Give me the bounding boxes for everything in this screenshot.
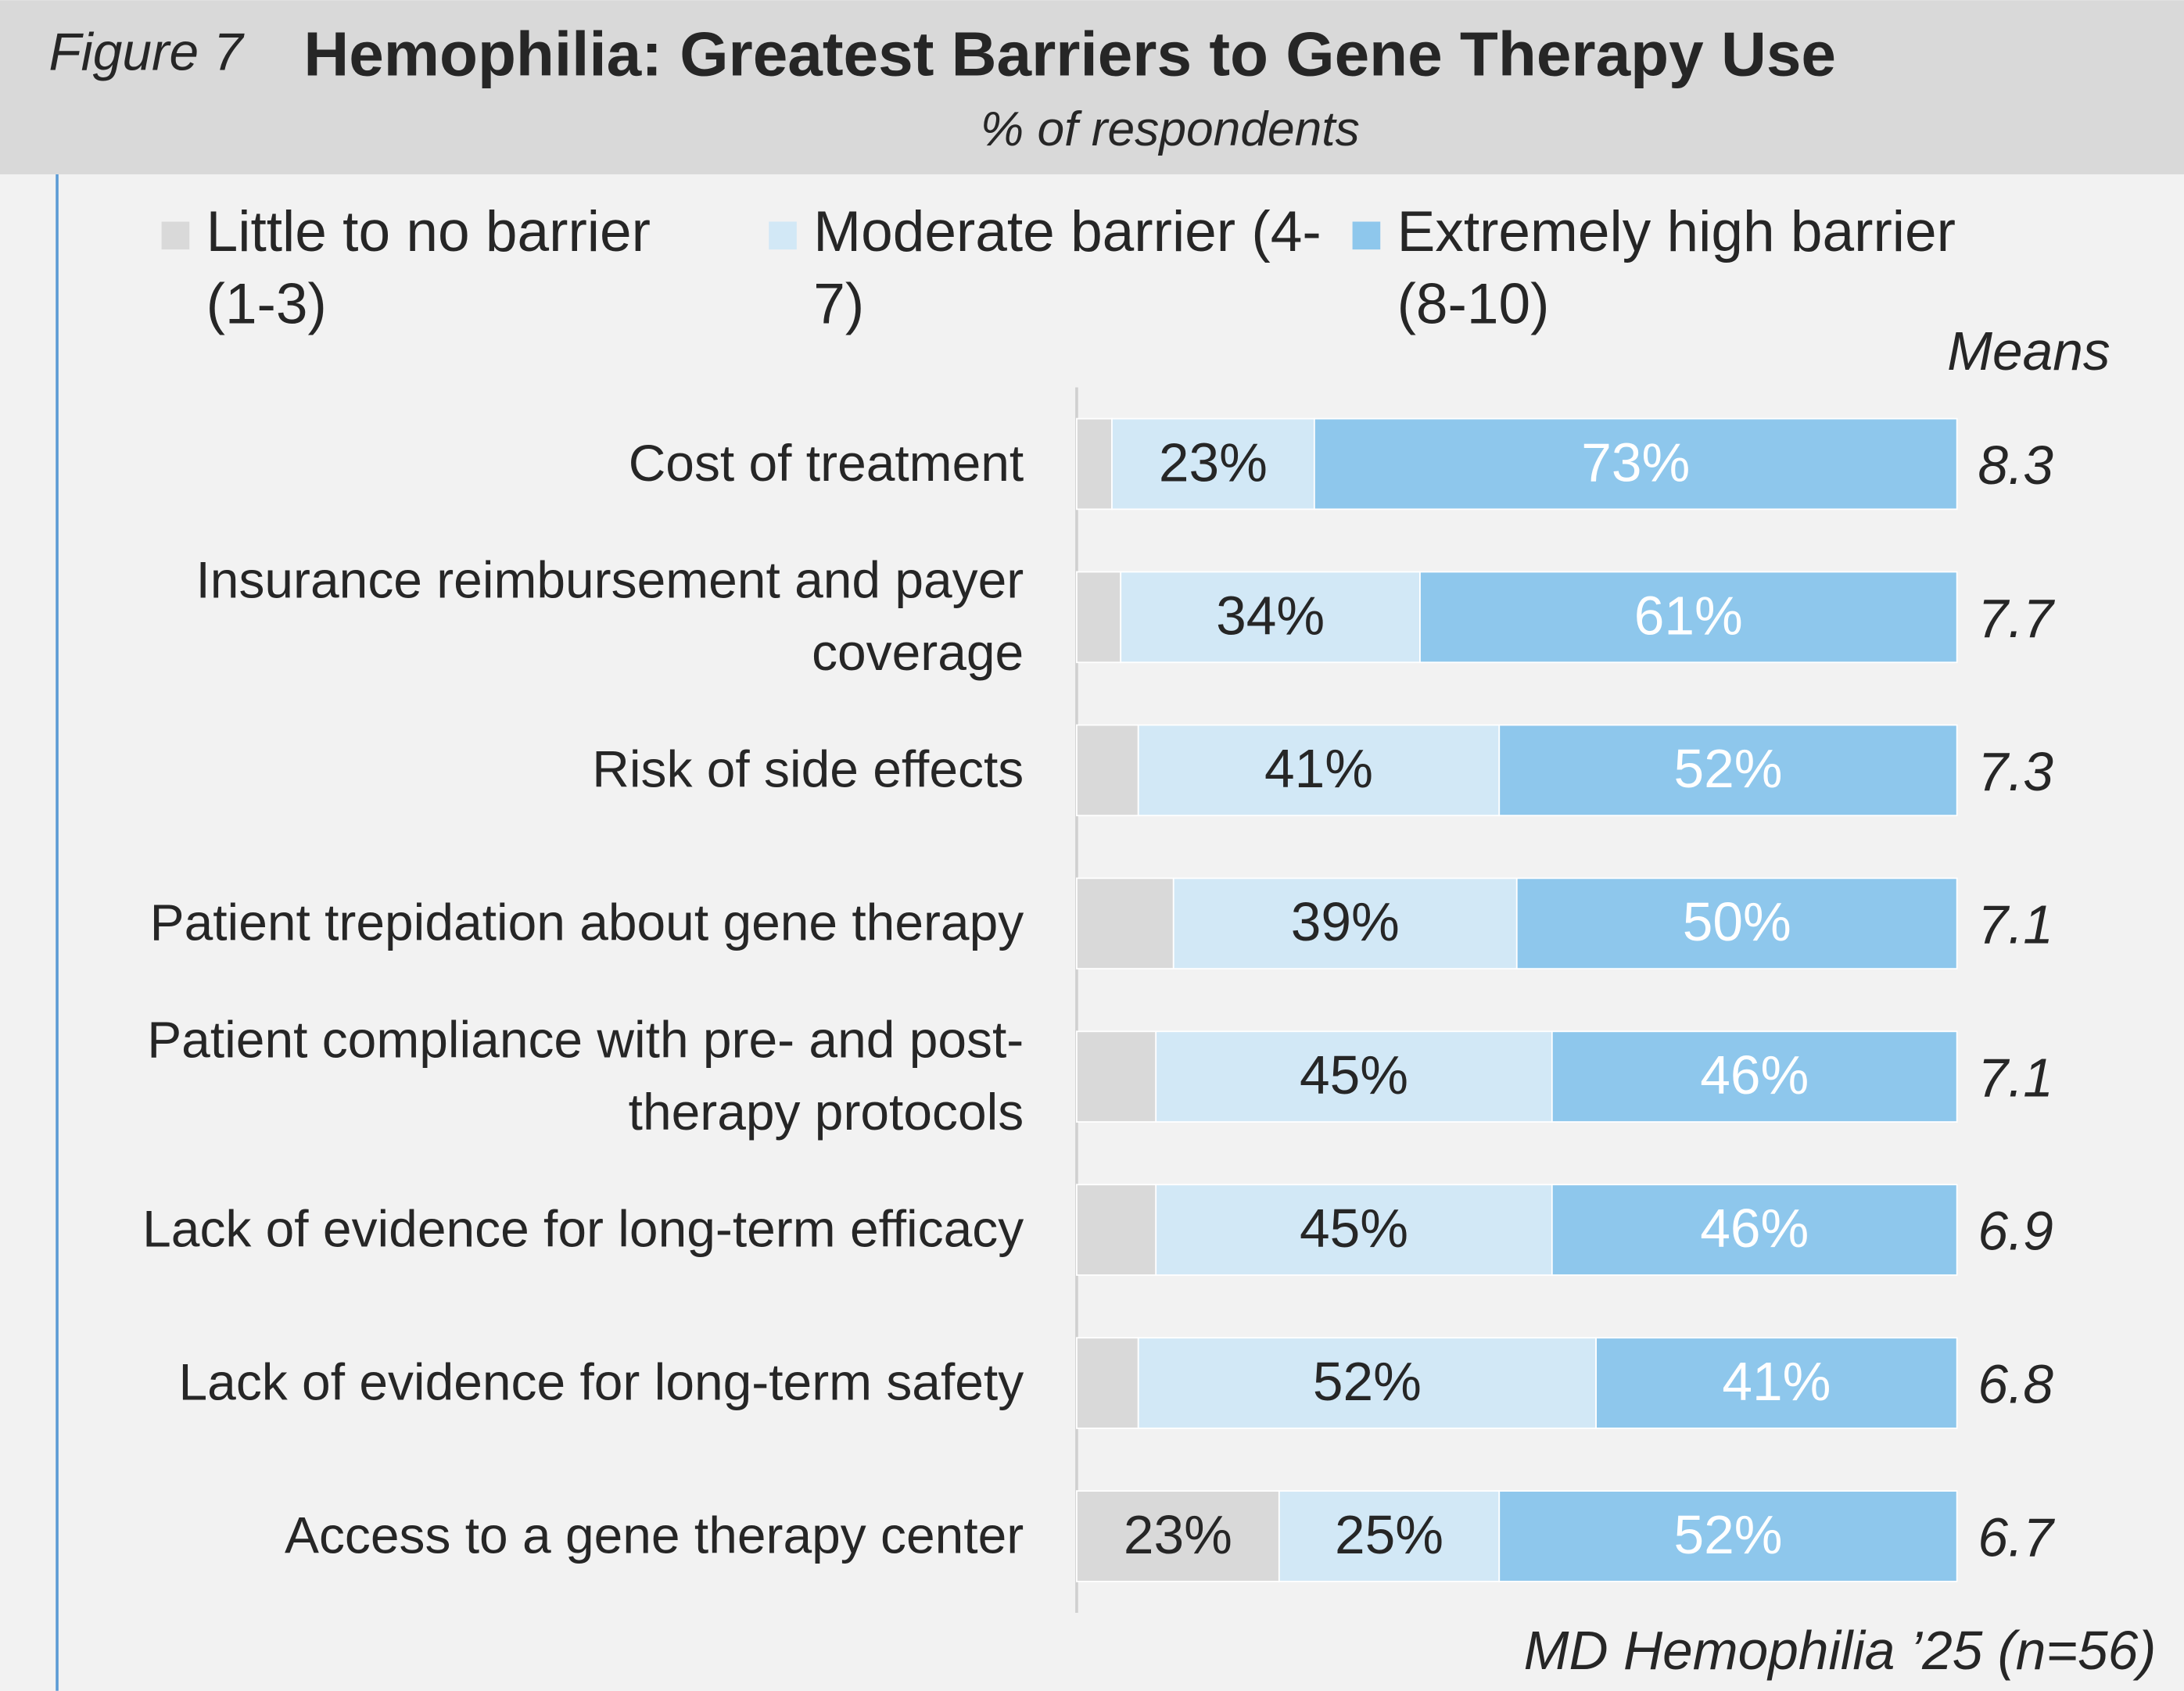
bar-segment [1498, 724, 1958, 817]
means-header: Means [1947, 321, 2110, 382]
value-label: 50% [1683, 891, 1791, 952]
source: MD Hemophilia ’25 (n=56) [1524, 1620, 2157, 1681]
value-label: 45% [1300, 1044, 1408, 1105]
category-label: Insurance reimbursement and payer covera… [195, 551, 1024, 682]
bar-segment [1076, 1030, 1157, 1123]
header-band [0, 0, 2184, 174]
category-label-box: Insurance reimbursement and payer covera… [195, 551, 1024, 682]
legend-label-box: Moderate barrier (4-7) [813, 199, 1322, 336]
value-label: 61% [1634, 585, 1743, 646]
bar-segment [1137, 1337, 1597, 1429]
category-label-box: Lack of evidence for long-term efficacy [142, 1200, 1024, 1258]
mean-value: 6.7 [1978, 1506, 2055, 1567]
bar-segment [1278, 1490, 1501, 1582]
bar-segment [1076, 417, 1113, 511]
value-label: 46% [1700, 1198, 1809, 1259]
bar-segment [1551, 1184, 1958, 1276]
subtitle: % of respondents [981, 102, 1360, 156]
figure-label: Figure 7 [48, 23, 245, 81]
legend-swatch [769, 221, 797, 250]
value-label: 52% [1673, 738, 1782, 799]
bar-segment [1137, 724, 1501, 817]
mean-value: 6.9 [1978, 1201, 2053, 1262]
bar-segment [1419, 571, 1958, 664]
category-label-box: Lack of evidence for long-term safety [178, 1353, 1024, 1411]
value-label: 41% [1722, 1351, 1831, 1412]
legend-label-box: Little to no barrier (1-3) [206, 199, 651, 336]
legend-label: Extremely high barrier (8-10) [1397, 199, 1956, 336]
bar-segment [1498, 1490, 1958, 1582]
bar-segment [1551, 1030, 1958, 1123]
bar-segment [1076, 571, 1122, 664]
mean-value: 8.3 [1978, 435, 2053, 496]
value-label: 39% [1291, 891, 1400, 952]
value-label: 45% [1300, 1198, 1408, 1259]
legend-label-box: Extremely high barrier (8-10) [1397, 199, 1956, 336]
category-label: Access to a gene therapy center [284, 1506, 1024, 1564]
legend-label: Little to no barrier (1-3) [206, 199, 651, 336]
bar-segment [1172, 877, 1518, 970]
mean-value: 6.8 [1978, 1354, 2053, 1415]
value-label: 41% [1264, 738, 1373, 799]
category-label: Patient compliance with pre- and post-th… [147, 1011, 1024, 1141]
category-label-box: Patient compliance with pre- and post-th… [147, 1011, 1024, 1141]
bar-segment [1076, 1337, 1139, 1429]
mean-value: 7.1 [1978, 894, 2053, 955]
bar-segment [1076, 724, 1139, 817]
mean-value: 7.3 [1978, 741, 2053, 802]
category-label: Lack of evidence for long-term efficacy [142, 1200, 1024, 1258]
bar-segment [1155, 1184, 1553, 1276]
value-label: 23% [1124, 1504, 1232, 1565]
bar-segment [1313, 417, 1958, 511]
bar-segment [1076, 1184, 1157, 1276]
value-label: 52% [1673, 1504, 1782, 1565]
bar-segment [1076, 877, 1174, 970]
legend-label: Moderate barrier (4-7) [813, 199, 1322, 336]
mean-value: 7.1 [1978, 1048, 2053, 1109]
category-label-box: Cost of treatment [628, 435, 1024, 493]
legend-swatch [1352, 221, 1381, 250]
value-label: 73% [1581, 432, 1690, 493]
value-label: 52% [1313, 1351, 1422, 1412]
bar-segment [1076, 1490, 1280, 1582]
category-label: Patient trepidation about gene therapy [149, 894, 1024, 951]
legend-swatch [161, 221, 190, 250]
bar-segment [1515, 877, 1958, 970]
category-label: Risk of side effects [592, 740, 1024, 798]
category-label-box: Risk of side effects [592, 740, 1024, 798]
mean-value: 7.7 [1978, 588, 2055, 649]
value-label: 25% [1335, 1504, 1443, 1565]
category-label: Cost of treatment [628, 435, 1024, 493]
category-label-box: Access to a gene therapy center [284, 1506, 1024, 1564]
bar-segment [1595, 1337, 1958, 1429]
bar-segment [1120, 571, 1421, 664]
category-label: Lack of evidence for long-term safety [178, 1353, 1024, 1411]
category-label-box: Patient trepidation about gene therapy [149, 894, 1024, 951]
value-label: 46% [1700, 1044, 1809, 1105]
value-label: 23% [1159, 432, 1268, 493]
chart-title: Hemophilia: Greatest Barriers to Gene Th… [303, 18, 1836, 88]
value-label: 34% [1216, 585, 1325, 646]
